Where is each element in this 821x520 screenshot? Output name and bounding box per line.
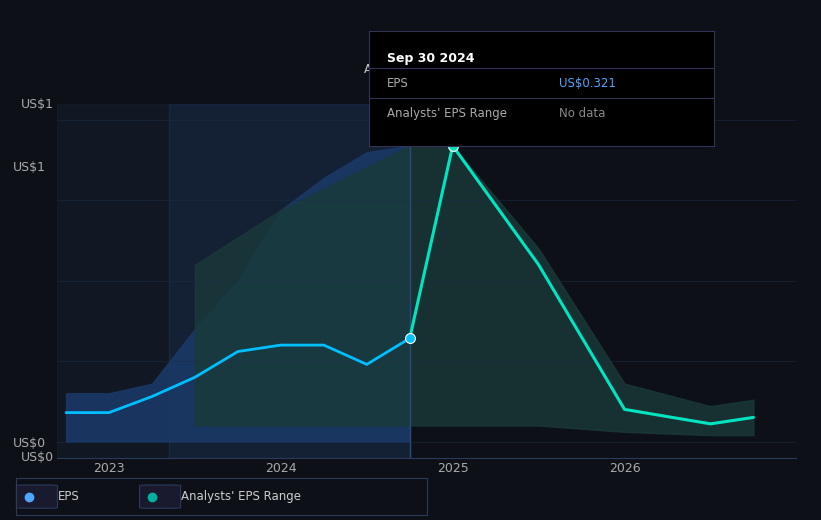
FancyBboxPatch shape xyxy=(16,485,57,508)
Text: Analysts' EPS Range: Analysts' EPS Range xyxy=(181,490,300,503)
Text: US$1: US$1 xyxy=(21,98,54,110)
Text: US$0.321: US$0.321 xyxy=(559,77,616,90)
Text: Analysts' Forecasts: Analysts' Forecasts xyxy=(419,63,531,76)
Point xyxy=(403,334,416,343)
Bar xyxy=(169,104,410,458)
Text: US$1: US$1 xyxy=(13,161,46,174)
FancyBboxPatch shape xyxy=(140,485,181,508)
Text: Analysts' EPS Range: Analysts' EPS Range xyxy=(387,107,507,120)
Bar xyxy=(57,104,169,458)
Text: US$0: US$0 xyxy=(21,451,54,464)
Text: EPS: EPS xyxy=(57,490,79,503)
Point xyxy=(446,141,459,150)
Text: No data: No data xyxy=(559,107,605,120)
Text: Sep 30 2024: Sep 30 2024 xyxy=(387,52,475,65)
Text: EPS: EPS xyxy=(387,77,408,90)
Text: US$0: US$0 xyxy=(13,437,46,450)
Text: Actual: Actual xyxy=(365,63,401,76)
